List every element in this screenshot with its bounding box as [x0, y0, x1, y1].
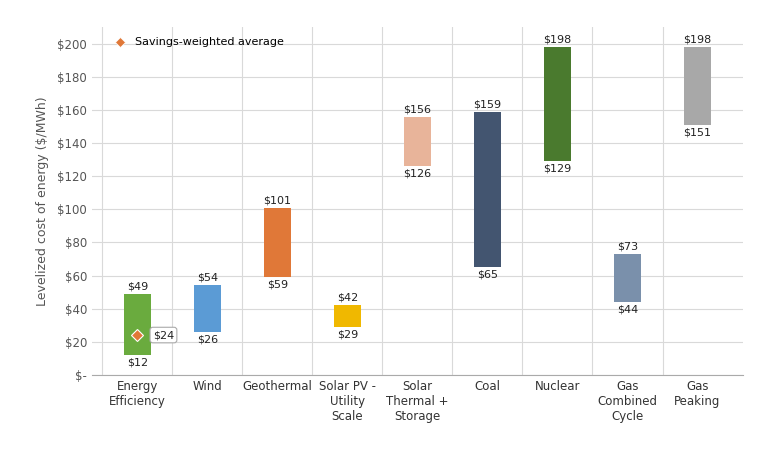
Bar [684, 47, 711, 125]
Text: $54: $54 [197, 273, 218, 283]
Text: $65: $65 [477, 270, 498, 280]
Text: $159: $159 [473, 99, 502, 109]
Text: $101: $101 [264, 195, 291, 205]
Text: $24: $24 [153, 330, 174, 340]
Text: $198: $198 [543, 35, 571, 45]
Text: $26: $26 [197, 334, 218, 344]
Bar [474, 112, 501, 267]
Bar [194, 286, 221, 332]
Text: $156: $156 [404, 104, 431, 114]
Bar [124, 294, 151, 355]
Text: $129: $129 [543, 164, 571, 174]
Text: $44: $44 [617, 304, 638, 314]
Legend: Savings-weighted average: Savings-weighted average [104, 33, 289, 52]
Text: $151: $151 [683, 128, 712, 138]
Bar [264, 207, 291, 277]
Text: $59: $59 [267, 280, 288, 290]
Bar [544, 47, 571, 161]
Bar [334, 305, 361, 327]
Text: $198: $198 [683, 35, 712, 45]
Bar [614, 254, 641, 302]
Y-axis label: Levelized cost of energy ($/MWh): Levelized cost of energy ($/MWh) [36, 96, 49, 306]
Text: $29: $29 [337, 329, 358, 339]
Text: $42: $42 [337, 293, 358, 303]
Text: $12: $12 [127, 357, 148, 367]
Text: $126: $126 [404, 169, 431, 179]
Bar [404, 117, 430, 166]
Text: $49: $49 [127, 281, 148, 291]
Text: $73: $73 [617, 241, 638, 251]
